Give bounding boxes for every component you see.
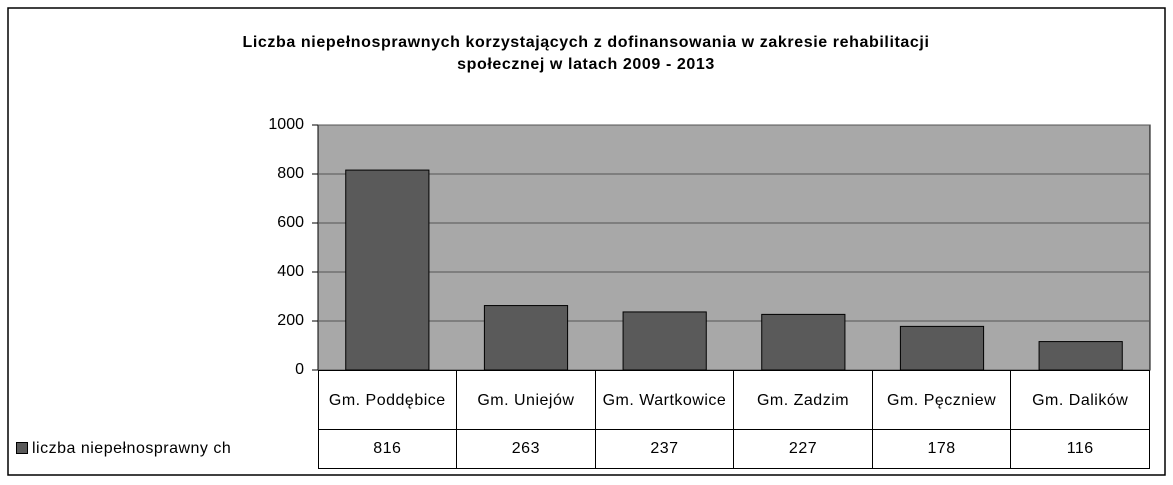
y-tick-label: 800: [277, 165, 304, 182]
category-label: Gm. Wartkowice: [594, 370, 735, 430]
y-tick-label: 400: [277, 263, 304, 280]
category-label: Gm. Uniejów: [456, 370, 596, 430]
plot-area: [317, 124, 1151, 371]
category-label: Gm. Pęczniew: [871, 370, 1012, 430]
table-value: 237: [594, 429, 735, 469]
chart-title: Liczba niepełnosprawnych korzystających …: [242, 34, 930, 73]
category-label: Gm. Zadzim: [733, 370, 873, 430]
chart-border: [7, 7, 1166, 476]
category-label: Gm. Dalików: [1010, 370, 1150, 430]
category-label: Gm. Poddębice: [317, 370, 458, 430]
table-value: 116: [1010, 429, 1150, 469]
y-tick-label: 600: [277, 214, 304, 231]
bar: [899, 325, 985, 371]
y-tick-label: 1000: [268, 116, 304, 133]
bar: [345, 169, 430, 371]
bar: [483, 305, 569, 371]
data-table: Gm. Poddębice Gm. Uniejów Gm. Wartkowice Gm…: [8, 370, 1150, 469]
bar: [622, 311, 707, 371]
legend-key: [16, 442, 28, 454]
y-tick-label: 200: [277, 312, 304, 329]
table-corner: [8, 371, 318, 430]
bar: [1038, 341, 1123, 371]
legend-entry: liczba niepełnosprawny ch: [8, 429, 319, 469]
table-value: 178: [871, 429, 1012, 469]
table-value: 227: [733, 429, 873, 469]
table-value: 263: [456, 429, 596, 469]
bar: [761, 313, 846, 371]
table-value: 816: [317, 429, 458, 469]
y-tick-label: 0: [295, 361, 304, 378]
legend-label: liczba niepełnosprawny ch: [32, 440, 232, 457]
